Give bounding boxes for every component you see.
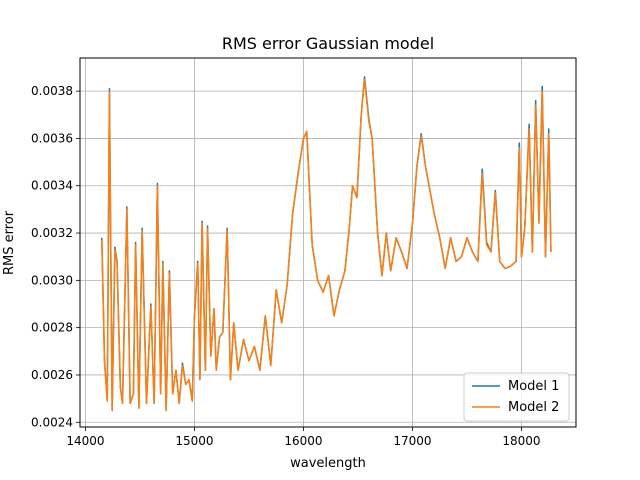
- y-axis-ticks: 0.0024 0.0026 0.0028 0.0030 0.0032 0.0034 0.00…: [31, 84, 80, 429]
- y-tick-label: 0.0026: [31, 368, 73, 382]
- x-tick-label: 18000: [502, 434, 540, 448]
- y-tick-label: 0.0036: [31, 131, 73, 145]
- plot-frame: [79, 57, 577, 428]
- legend: Model 1 Model 2: [463, 372, 570, 422]
- series-line-model-2: [101, 78, 552, 412]
- chart-title: RMS error Gaussian model: [222, 34, 434, 53]
- y-tick-label: 0.0038: [31, 84, 73, 98]
- x-tick-label: 16000: [284, 434, 322, 448]
- x-tick-label: 15000: [175, 434, 213, 448]
- series-lines: [101, 76, 552, 412]
- x-tick-label: 14000: [66, 434, 104, 448]
- y-axis-label: RMS error: [2, 210, 17, 275]
- x-axis-label: wavelength: [290, 456, 366, 471]
- legend-box: [463, 372, 570, 422]
- y-tick-label: 0.0030: [31, 273, 73, 287]
- y-tick-label: 0.0032: [31, 226, 73, 240]
- y-tick-label: 0.0024: [31, 415, 73, 429]
- x-axis-ticks: 14000 15000 16000 17000 18000: [66, 427, 541, 448]
- legend-label-model-2: Model 2: [508, 400, 559, 415]
- x-tick-label: 17000: [393, 434, 431, 448]
- legend-label-model-1: Model 1: [508, 379, 559, 394]
- y-tick-label: 0.0034: [31, 179, 73, 193]
- y-tick-label: 0.0028: [31, 321, 73, 335]
